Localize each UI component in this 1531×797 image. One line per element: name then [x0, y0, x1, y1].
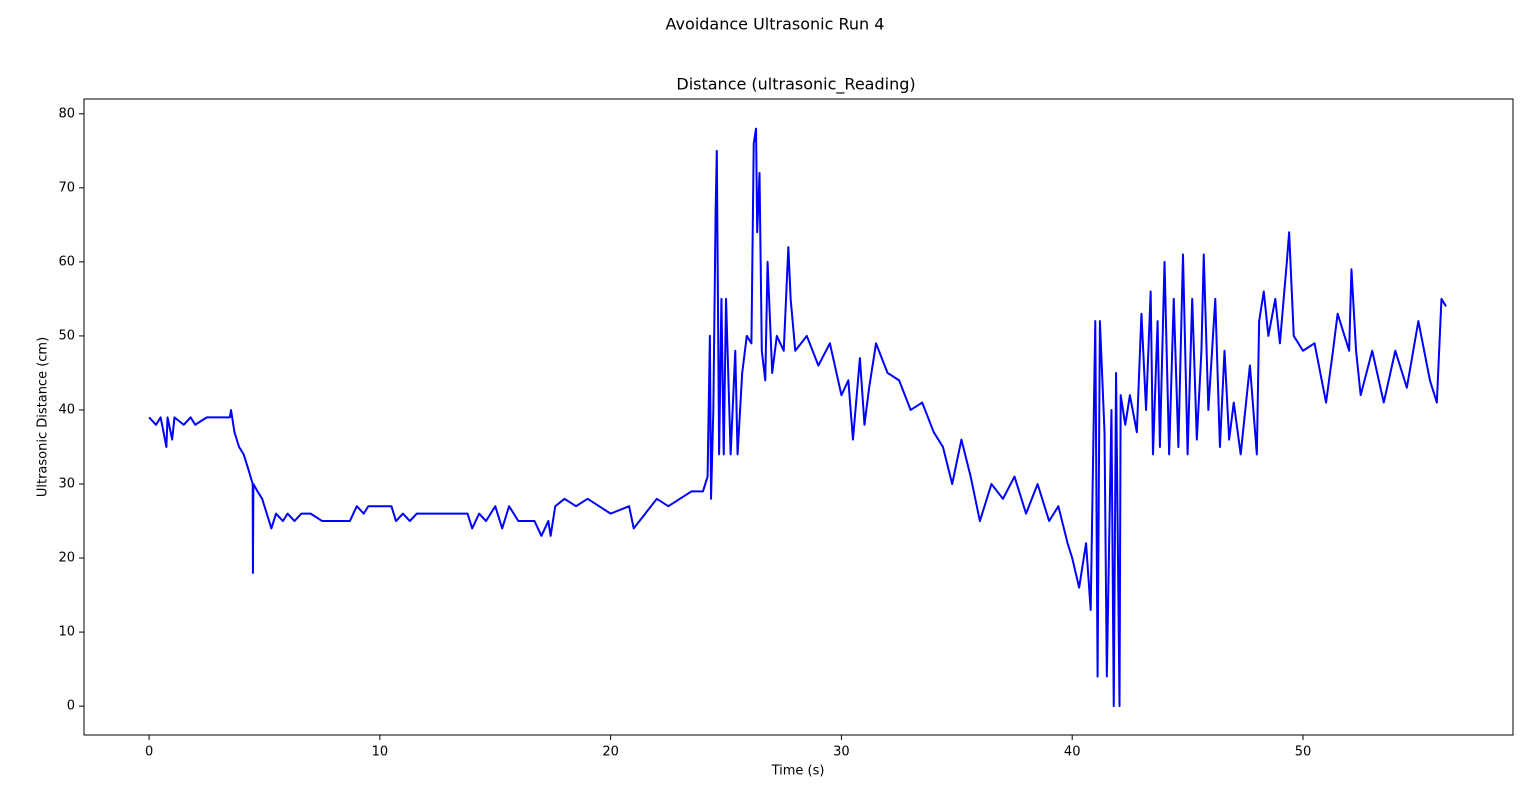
- plot-frame: [83, 98, 1514, 736]
- y-tick-label: 70: [58, 180, 75, 195]
- chart-title: Avoidance Ultrasonic Run 4: [666, 15, 885, 34]
- y-tick-label: 80: [58, 106, 75, 121]
- y-tick-label: 60: [58, 254, 75, 269]
- y-tick-label: 40: [58, 402, 75, 417]
- data-line: [148, 127, 1447, 708]
- x-tick-label: 40: [1064, 745, 1081, 760]
- x-tick-label: 10: [372, 745, 389, 760]
- y-tick-label: 0: [67, 699, 75, 714]
- chart-subtitle: Distance (ultrasonic_Reading): [676, 75, 915, 95]
- y-tick-label: 20: [58, 551, 75, 566]
- x-tick-label: 20: [602, 745, 619, 760]
- x-tick-label: 50: [1295, 745, 1312, 760]
- y-axis-label: Ultrasonic Distance (cm): [36, 337, 51, 497]
- x-axis-label: Time (s): [771, 764, 825, 779]
- y-tick-label: 10: [58, 625, 75, 640]
- x-tick-label: 30: [833, 745, 850, 760]
- y-tick-label: 50: [58, 328, 75, 343]
- x-tick-label: 0: [145, 745, 153, 760]
- y-tick-label: 30: [58, 477, 75, 492]
